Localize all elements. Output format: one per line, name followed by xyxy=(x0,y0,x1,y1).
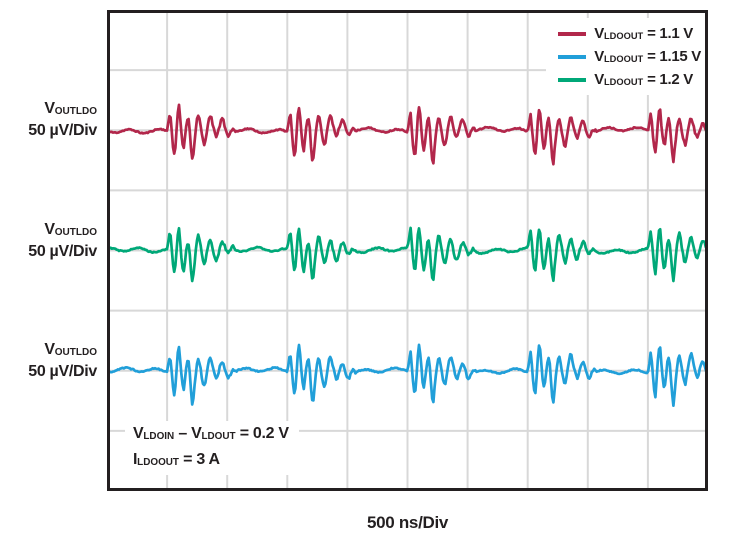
plot-area: VLDOOUT = 1.1 V VLDOOUT = 1.15 V VLDOOUT… xyxy=(107,10,708,491)
y-axis-label-trace-3: VOUTLDO 50 µV/Div xyxy=(0,340,97,381)
plot-border xyxy=(107,10,708,491)
subscript-text: OUTLDO xyxy=(54,347,97,359)
text-segment: V xyxy=(594,25,604,42)
text-segment: V xyxy=(44,100,55,117)
legend-item: VLDOOUT = 1.1 V xyxy=(558,22,701,45)
legend-label: VLDOOUT = 1.15 V xyxy=(594,48,701,65)
text-segment: = 1.1 V xyxy=(643,25,693,42)
y-axis-label-scale: 50 µV/Div xyxy=(28,363,97,381)
subscript-text: LDOOUT xyxy=(603,31,644,42)
y-axis-label-symbol: VOUTLDO xyxy=(0,99,97,121)
subscript-text: OUTLDO xyxy=(54,106,97,118)
text-segment: V xyxy=(133,425,144,442)
text-segment: V xyxy=(594,48,604,65)
test-conditions-annotation: VLDOIN – VLDOUT = 0.2 V ILDOOUT = 3 A xyxy=(125,421,299,476)
text-segment: V xyxy=(44,341,55,358)
x-axis-label: 500 ns/Div xyxy=(366,513,449,532)
annotation-line: VLDOIN – VLDOUT = 0.2 V xyxy=(133,422,289,448)
legend-line-sample-icon xyxy=(558,31,587,36)
waveform-chart xyxy=(107,10,708,491)
legend-line-sample-icon xyxy=(558,77,587,82)
subscript-text: LDOOUT xyxy=(137,457,179,469)
legend-line-sample-icon xyxy=(558,54,587,59)
text-segment: V xyxy=(594,71,604,88)
text-segment: – V xyxy=(174,425,202,442)
text-segment: I xyxy=(133,451,138,469)
text-segment: = 1.15 V xyxy=(643,48,701,65)
subscript-text: LDOOUT xyxy=(603,77,644,88)
text-segment: = 3 A xyxy=(178,451,220,469)
text-segment: V xyxy=(44,221,55,238)
legend-item: VLDOOUT = 1.15 V xyxy=(558,45,701,68)
legend-label: VLDOOUT = 1.1 V xyxy=(594,25,693,42)
text-segment: = 1.2 V xyxy=(643,71,693,88)
waveform-trace xyxy=(107,103,708,166)
annotation-line: ILDOOUT = 3 A xyxy=(133,448,289,474)
y-axis-label-symbol: VOUTLDO xyxy=(0,340,97,362)
legend-item: VLDOOUT = 1.2 V xyxy=(558,68,701,91)
legend-label: VLDOOUT = 1.2 V xyxy=(594,71,693,88)
y-axis-label-trace-1: VOUTLDO 50 µV/Div xyxy=(0,99,97,140)
legend: VLDOOUT = 1.1 V VLDOOUT = 1.15 V VLDOOUT… xyxy=(546,18,705,95)
subscript-text: LDOUT xyxy=(201,431,236,443)
y-axis-label-symbol: VOUTLDO xyxy=(0,220,97,242)
subscript-text: LDOOUT xyxy=(603,54,644,65)
y-axis-label-scale: 50 µV/Div xyxy=(28,122,97,140)
subscript-text: LDOIN xyxy=(143,431,175,443)
waveform-trace xyxy=(107,226,708,283)
waveform-trace xyxy=(107,343,708,408)
subscript-text: OUTLDO xyxy=(54,227,97,239)
y-axis-label-scale: 50 µV/Div xyxy=(28,243,97,261)
text-segment: = 0.2 V xyxy=(235,425,289,442)
y-axis-label-trace-2: VOUTLDO 50 µV/Div xyxy=(0,220,97,261)
